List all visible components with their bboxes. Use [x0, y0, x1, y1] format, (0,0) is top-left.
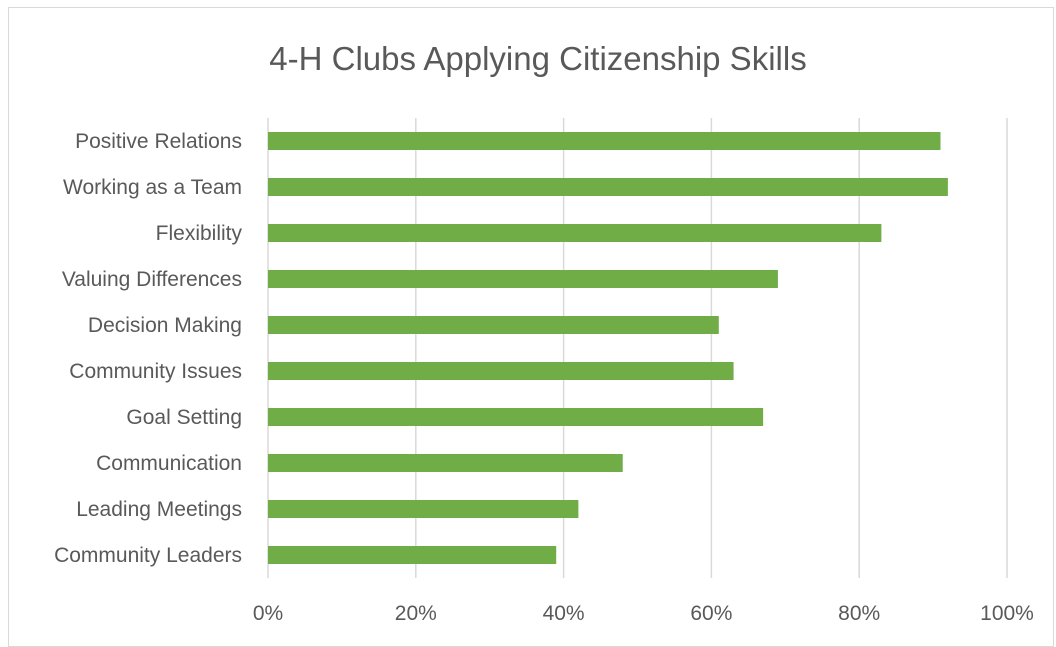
bar — [268, 178, 948, 196]
bar — [268, 270, 778, 288]
category-label: Goal Setting — [126, 406, 242, 429]
x-tick-label: 20% — [395, 602, 437, 625]
x-tick-label: 80% — [838, 602, 880, 625]
bar — [268, 132, 941, 150]
category-label: Community Issues — [69, 360, 242, 383]
category-label: Decision Making — [88, 314, 242, 337]
chart-title: 4-H Clubs Applying Citizenship Skills — [269, 40, 806, 77]
category-label: Flexibility — [156, 222, 243, 245]
category-label: Working as a Team — [63, 176, 242, 199]
category-label: Community Leaders — [54, 544, 242, 567]
bar — [268, 316, 719, 334]
x-tick-label: 60% — [690, 602, 732, 625]
x-tick-label: 0% — [253, 602, 283, 625]
x-tick-label: 100% — [980, 602, 1034, 625]
bar — [268, 500, 579, 518]
category-label: Communication — [96, 452, 242, 475]
category-labels: Positive Relations Working as a Team Flexi… — [54, 130, 242, 567]
bar — [268, 546, 557, 564]
bar — [268, 224, 882, 242]
category-label: Positive Relations — [75, 130, 242, 153]
category-label: Valuing Differences — [62, 268, 242, 291]
x-axis-tick-labels: 0% 20% 40% 60% 80% 100% — [253, 602, 1034, 625]
x-tick-label: 40% — [543, 602, 585, 625]
bars — [268, 132, 948, 564]
category-label: Leading Meetings — [76, 498, 242, 521]
bar — [268, 362, 734, 380]
bar — [268, 408, 764, 426]
bar — [268, 454, 623, 472]
